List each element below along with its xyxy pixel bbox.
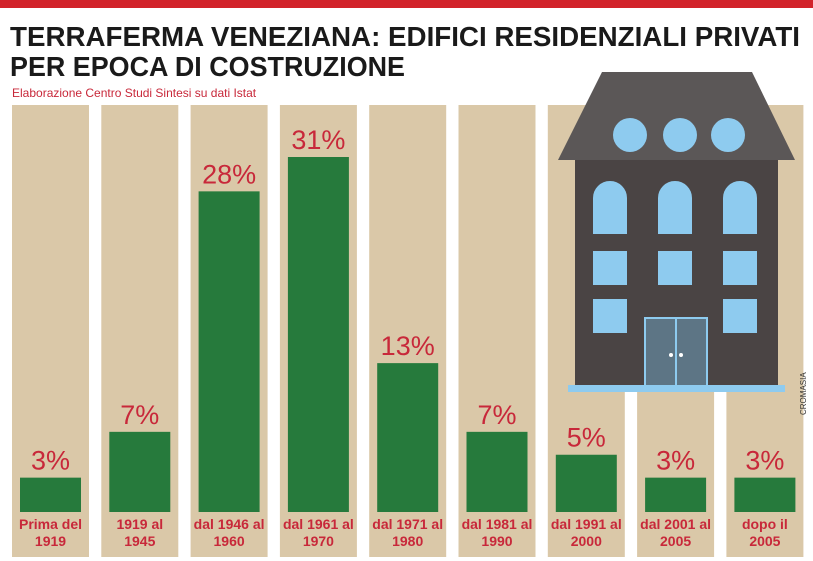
value-label: 31% (291, 125, 345, 155)
bar (555, 454, 617, 512)
category-label: dal 1946 al 1960 (193, 516, 265, 549)
bar (645, 477, 707, 512)
category-label: dal 2001 al 2005 (640, 516, 711, 549)
category-label: Prima del 1919 (18, 516, 83, 549)
value-label: 28% (202, 159, 256, 189)
subtitle: Elaborazione Centro Studi Sintesi su dat… (12, 86, 257, 100)
bar (198, 191, 260, 512)
credit: CROMASIA (799, 372, 808, 415)
value-label: 3% (745, 446, 784, 476)
top-band (0, 0, 813, 8)
category-label: dal 1971 al 1980 (372, 516, 444, 549)
value-label: 7% (477, 400, 516, 430)
value-label: 3% (656, 446, 695, 476)
category-label: dal 1991 al 2000 (550, 516, 622, 549)
house-illustration (558, 72, 795, 392)
chart-title: TERRAFERMA VENEZIANA: EDIFICI RESIDENZIA… (10, 21, 800, 52)
category-label: dal 1961 al 1970 (282, 516, 354, 549)
bar (287, 157, 349, 512)
category-label: dal 1981 al 1990 (461, 516, 533, 549)
bar (466, 431, 528, 512)
value-label: 7% (120, 400, 159, 430)
bar (734, 477, 796, 512)
category-label: dopo il 2005 (741, 516, 788, 549)
bar (377, 363, 439, 512)
value-label: 5% (567, 423, 606, 453)
bar (109, 431, 171, 512)
bar (20, 477, 81, 512)
category-label: 1919 al 1945 (116, 516, 164, 549)
value-label: 3% (31, 446, 70, 476)
chart-title: PER EPOCA DI COSTRUZIONE (10, 51, 405, 82)
value-label: 13% (381, 331, 435, 361)
